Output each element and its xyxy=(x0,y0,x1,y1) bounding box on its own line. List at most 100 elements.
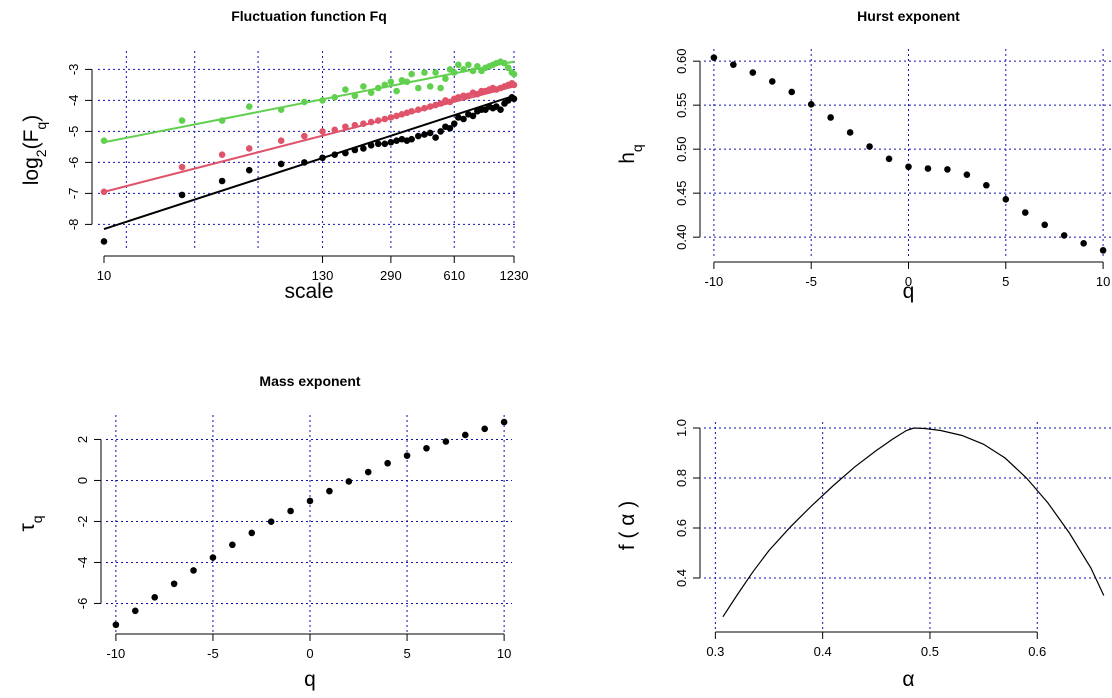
x-tick-label: 0 xyxy=(306,646,313,661)
data-point xyxy=(218,177,226,185)
data-point xyxy=(331,151,339,158)
data-point xyxy=(414,132,422,140)
chart-title: Hurst exponent xyxy=(857,8,960,24)
data-point xyxy=(393,137,400,144)
y-tick-label: -7 xyxy=(66,188,81,200)
x-tick-label: 10 xyxy=(97,268,111,283)
data-point xyxy=(245,103,253,110)
y-tick-label: -6 xyxy=(66,157,81,169)
data-point xyxy=(267,518,275,525)
data-point xyxy=(469,112,477,120)
data-point xyxy=(460,66,467,73)
data-point xyxy=(301,132,308,140)
x-tick-label: 0.5 xyxy=(921,644,939,659)
data-point xyxy=(461,431,469,439)
data-point xyxy=(403,452,411,459)
data-point xyxy=(1002,196,1010,203)
data-point xyxy=(497,106,504,113)
data-point xyxy=(421,131,428,138)
data-point xyxy=(432,134,439,141)
data-point xyxy=(364,468,372,476)
x-axis-label: scale xyxy=(284,280,333,303)
data-point xyxy=(384,459,391,467)
data-point xyxy=(178,163,186,171)
data-point xyxy=(209,554,217,561)
data-point xyxy=(403,78,411,86)
data-point xyxy=(788,88,796,96)
y-tick-label: 0.45 xyxy=(674,181,689,206)
data-point xyxy=(408,107,415,115)
grid xyxy=(704,422,1111,629)
x-tick-label: 290 xyxy=(380,268,402,283)
fit-line xyxy=(103,94,515,231)
data-point xyxy=(218,117,226,124)
data-point xyxy=(749,69,757,76)
data-point xyxy=(437,100,444,107)
y-tick-label: 0.6 xyxy=(674,519,689,537)
y-axis: -8 -7 -6 -5 -4 -3 xyxy=(66,64,93,230)
data-point xyxy=(151,594,159,601)
data-point xyxy=(414,106,422,113)
y-axis-label: f ( α ) xyxy=(616,501,639,550)
y-tick-label: 0.4 xyxy=(674,569,689,587)
data-point xyxy=(287,507,294,515)
data-point xyxy=(277,106,285,113)
data-point xyxy=(421,104,428,112)
data-point xyxy=(414,84,422,92)
series-0 xyxy=(722,427,1105,618)
data-point xyxy=(460,115,467,123)
data-point xyxy=(455,114,462,121)
grid xyxy=(98,51,518,249)
y-axis-label: log2(Fq) xyxy=(20,115,49,185)
data-point xyxy=(846,129,854,136)
x-axis: 10 130 290 610 1230 xyxy=(97,255,528,283)
data-point xyxy=(455,61,462,69)
data-point xyxy=(426,83,434,90)
x-axis-label: q xyxy=(903,280,915,303)
x-axis-label: α xyxy=(902,668,914,691)
data-point xyxy=(446,125,454,132)
data-point xyxy=(306,497,314,505)
data-point xyxy=(100,188,108,196)
grid xyxy=(106,415,512,632)
y-tick-label: 0.55 xyxy=(674,93,689,118)
data-point xyxy=(170,580,178,588)
data-point xyxy=(381,81,389,89)
data-point xyxy=(437,84,444,92)
data-point xyxy=(408,135,415,143)
data-point xyxy=(342,149,349,157)
data-point xyxy=(450,69,458,76)
data-point xyxy=(465,61,472,69)
data-point xyxy=(245,166,253,174)
y-tick-label: -4 xyxy=(66,95,81,107)
data-point xyxy=(229,541,236,549)
data-point xyxy=(360,120,367,127)
y-tick-label: -2 xyxy=(75,516,90,528)
data-point xyxy=(367,89,375,96)
data-point xyxy=(426,129,434,137)
data-point xyxy=(1080,240,1087,247)
data-point xyxy=(112,621,120,629)
data-point xyxy=(924,165,932,172)
x-tick-label: 10 xyxy=(497,646,511,661)
x-axis-label: q xyxy=(304,668,316,691)
data-point xyxy=(510,95,518,103)
data-point xyxy=(807,100,815,108)
data-point xyxy=(331,94,339,101)
series-0 xyxy=(710,54,1107,254)
chart-hurst: Hurst exponent-10 -5 0 5 100.400.450.500.550… xyxy=(616,8,1111,303)
chart-spectrum: 0.3 0.4 0.5 0.6 0.4 0.6 0.8 1.0 α f ( α ) xyxy=(616,419,1111,691)
data-point xyxy=(374,84,382,92)
data-point xyxy=(326,487,333,495)
x-tick-label: 5 xyxy=(403,646,410,661)
data-point xyxy=(100,238,108,245)
x-tick-label: 0.6 xyxy=(1028,644,1046,659)
data-point xyxy=(360,145,367,152)
y-tick-label: 0.50 xyxy=(674,137,689,162)
data-point xyxy=(342,123,349,131)
data-point xyxy=(1099,247,1107,254)
data-point xyxy=(437,128,444,135)
y-axis: -6 -4 -2 0 2 xyxy=(75,436,102,609)
data-point xyxy=(426,103,434,110)
